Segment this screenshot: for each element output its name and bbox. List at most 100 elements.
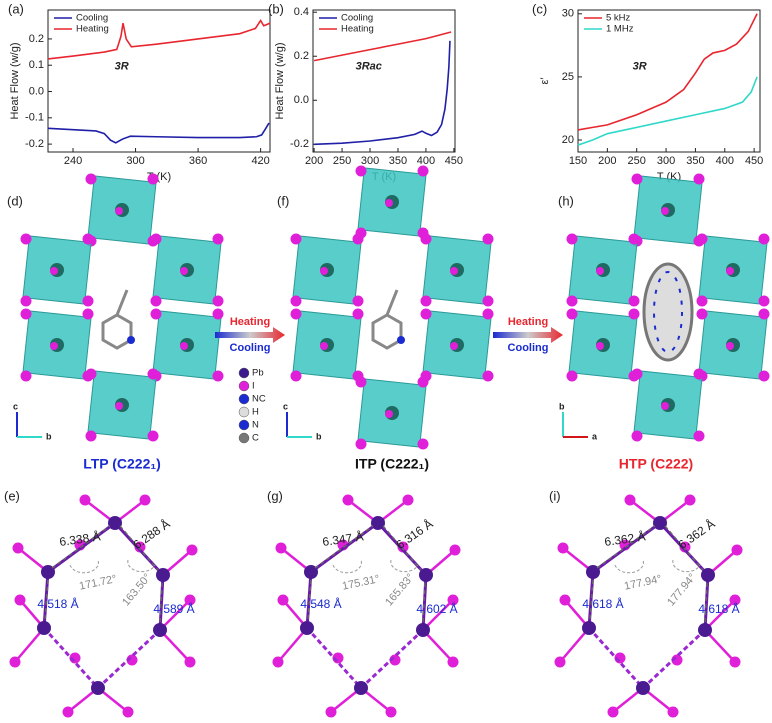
iodine-atom bbox=[482, 370, 494, 382]
angle-label: 177.94° bbox=[665, 572, 699, 609]
x-tick-label: 250 bbox=[333, 155, 351, 167]
distance-label: 6.288 Å bbox=[130, 516, 172, 552]
iodine-atom bbox=[150, 308, 162, 320]
lead-atom bbox=[354, 681, 368, 695]
axis-label: b bbox=[559, 401, 565, 411]
iodine-atom bbox=[50, 267, 58, 275]
angle-arc bbox=[69, 559, 99, 574]
pb-i-bond bbox=[422, 629, 454, 663]
iodine-atom bbox=[482, 295, 494, 307]
iodine-atom bbox=[482, 233, 494, 245]
legend-atom bbox=[238, 406, 250, 418]
panel-label: (b) bbox=[268, 1, 284, 16]
lead-atom bbox=[156, 568, 170, 582]
lead-atom bbox=[416, 623, 430, 637]
iodine-atom bbox=[566, 308, 578, 320]
iodine-atom bbox=[85, 173, 97, 185]
iodine-atom bbox=[180, 267, 188, 275]
iodine-atom bbox=[352, 295, 364, 307]
x-tick-label: 420 bbox=[251, 155, 269, 167]
phase-title: LTP (C222₁) bbox=[83, 456, 161, 472]
iodine-atom bbox=[85, 368, 97, 380]
distance-label: 4.518 Å bbox=[37, 596, 78, 611]
legend-atom bbox=[238, 432, 250, 444]
phase-title: ITP (C222₁) bbox=[355, 456, 429, 472]
iodine-atom bbox=[147, 173, 159, 185]
x-tick-label: 300 bbox=[126, 155, 144, 167]
disordered-molecule bbox=[642, 262, 694, 362]
annotation: 3R bbox=[633, 61, 647, 73]
lead-atom bbox=[304, 565, 318, 579]
iodine-atom bbox=[758, 295, 770, 307]
distance-label: 4.589 Å bbox=[153, 601, 194, 616]
axis-label: b bbox=[316, 431, 322, 441]
iodine-atom bbox=[758, 233, 770, 245]
iodine-atom bbox=[696, 295, 708, 307]
series-line bbox=[577, 76, 758, 146]
iodine-atom bbox=[147, 430, 159, 442]
iodine-atom bbox=[420, 295, 432, 307]
panel-label: (f) bbox=[277, 193, 289, 208]
x-tick-label: 200 bbox=[598, 155, 616, 167]
iodine-atom bbox=[150, 233, 162, 245]
iodine-atom bbox=[420, 233, 432, 245]
y-tick-label: 0.2 bbox=[294, 50, 309, 62]
panel-label: (d) bbox=[7, 193, 23, 208]
angle-label: 163.50° bbox=[120, 572, 154, 609]
series-line bbox=[47, 19, 271, 60]
angle-arc bbox=[127, 559, 156, 573]
iodine-atom bbox=[320, 342, 328, 350]
x-tick-label: 300 bbox=[657, 155, 675, 167]
iodine-atom bbox=[631, 173, 643, 185]
iodine-atom bbox=[212, 370, 224, 382]
iodine-atom bbox=[82, 308, 94, 320]
arrow-label: Heating bbox=[230, 316, 270, 328]
iodine-atom bbox=[212, 233, 224, 245]
distance-line bbox=[51, 525, 111, 569]
pb-i-bond bbox=[305, 626, 363, 690]
iodine-atom bbox=[693, 430, 705, 442]
distance-label: 4.602 Å bbox=[416, 601, 457, 616]
lead-atom bbox=[300, 621, 314, 635]
legend-label: Cooling bbox=[76, 13, 108, 24]
panel-label: (h) bbox=[558, 193, 574, 208]
iodine-atom bbox=[693, 368, 705, 380]
legend-label: I bbox=[252, 381, 255, 392]
iodine-atom bbox=[679, 541, 691, 553]
pb-i-bond bbox=[587, 626, 645, 690]
pb-i-bond bbox=[641, 628, 707, 690]
angle-arc bbox=[614, 559, 644, 574]
panel-label: (g) bbox=[267, 488, 283, 503]
distance-line bbox=[382, 525, 422, 571]
distance-label: 4.618 Å bbox=[582, 596, 623, 611]
distance-label: 6.362 Å bbox=[603, 528, 646, 549]
axis-label: a bbox=[592, 431, 598, 441]
angle-arc bbox=[390, 559, 419, 573]
iodine-atom bbox=[482, 308, 494, 320]
y-tick-label: 0.4 bbox=[294, 6, 309, 18]
lead-atom bbox=[153, 623, 167, 637]
iodine-atom bbox=[20, 295, 32, 307]
phase-arrow bbox=[215, 327, 285, 343]
legend-label: Cooling bbox=[341, 13, 373, 24]
iodine-atom bbox=[20, 233, 32, 245]
iodine-atom bbox=[566, 370, 578, 382]
plot-frame bbox=[47, 9, 271, 153]
annotation: 3Rac bbox=[356, 61, 382, 73]
lead-atom bbox=[371, 516, 385, 530]
y-tick-label: 0.2 bbox=[29, 33, 44, 45]
axis-label: c bbox=[283, 401, 288, 411]
pb-i-bond bbox=[159, 599, 191, 631]
iodine-atom bbox=[180, 342, 188, 350]
y-tick-label: 30 bbox=[562, 8, 574, 20]
lead-atom bbox=[701, 568, 715, 582]
angle-label: 177.94° bbox=[623, 573, 663, 593]
y-axis-label: Heat Flow (w/g) bbox=[274, 42, 286, 119]
molecule-chain bbox=[115, 289, 129, 316]
iodine-atom bbox=[726, 342, 734, 350]
arrow-label: Heating bbox=[508, 316, 548, 328]
pb-i-bond bbox=[159, 629, 191, 663]
axis-label: b bbox=[46, 431, 52, 441]
plot-frame bbox=[312, 9, 456, 153]
